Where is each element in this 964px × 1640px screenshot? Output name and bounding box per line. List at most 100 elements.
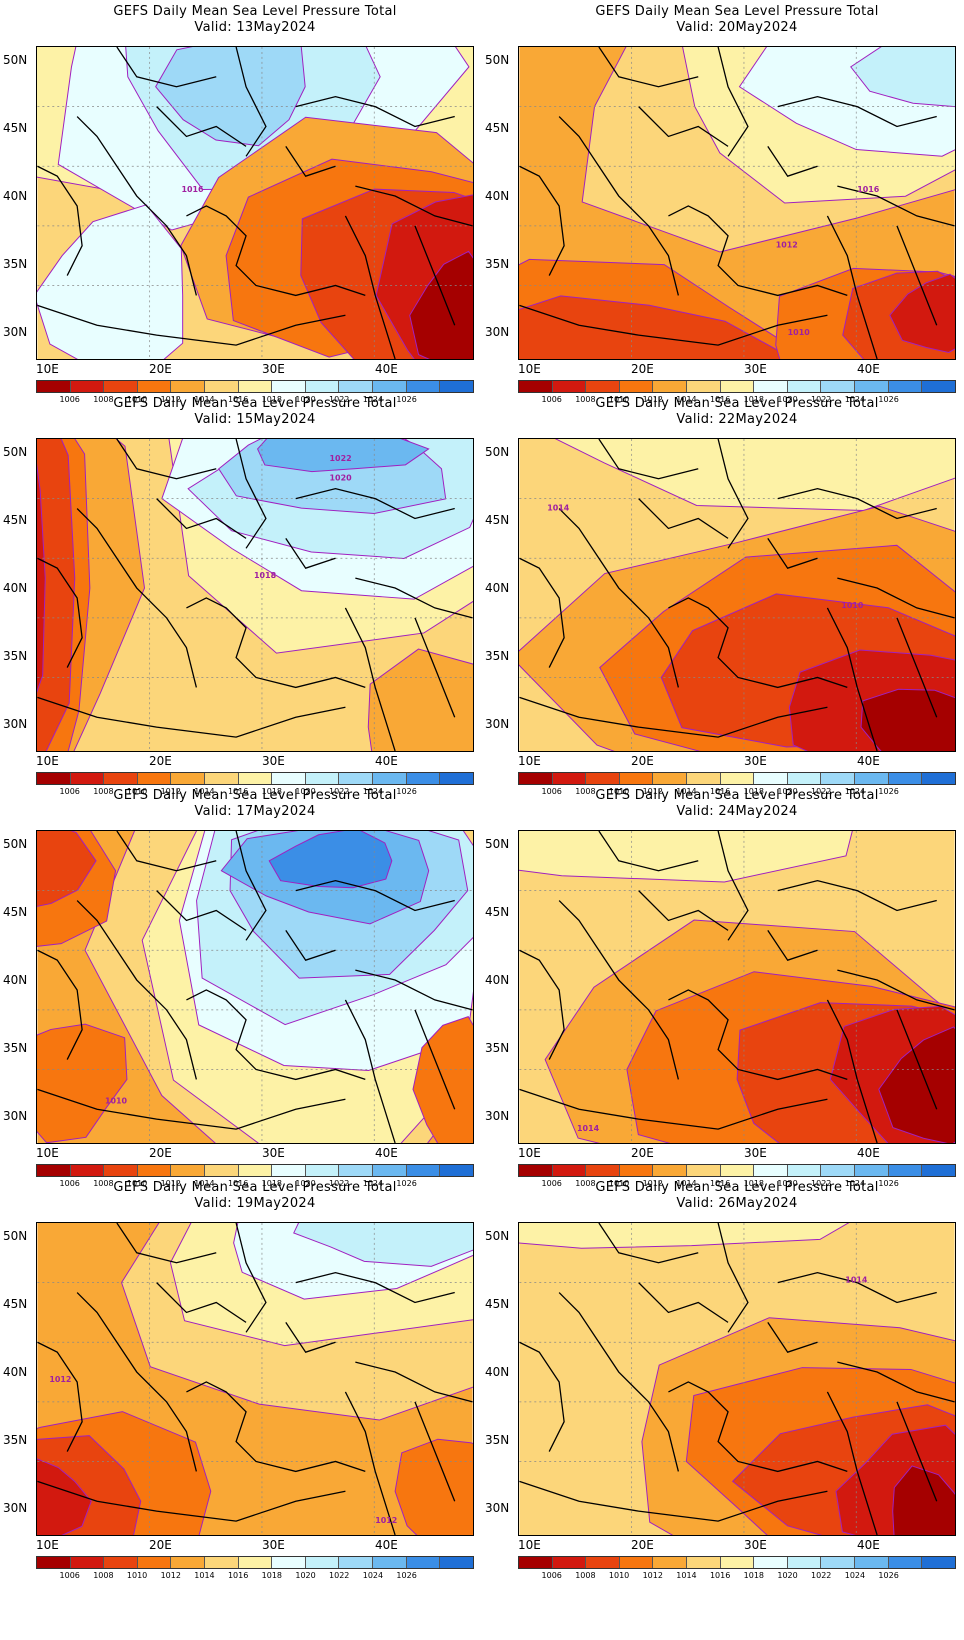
colorbar-swatch xyxy=(104,1557,138,1568)
coastline xyxy=(826,215,878,359)
colorbar-swatch xyxy=(922,1165,955,1176)
colorbar-swatch xyxy=(754,381,788,392)
coastline xyxy=(668,1381,848,1473)
colorbar-swatch xyxy=(373,773,407,784)
colorbar-level-label: 1006 xyxy=(59,1179,80,1188)
colorbar-swatch xyxy=(552,773,587,784)
colorbar-swatch xyxy=(922,381,955,392)
colorbar-swatch xyxy=(888,1165,923,1176)
colorbar-swatch xyxy=(787,1557,822,1568)
map-panel: GEFS Daily Mean Sea Level Pressure Total… xyxy=(0,1176,482,1586)
colorbar-level-label: 1008 xyxy=(93,395,114,404)
colorbar-swatch xyxy=(37,1557,71,1568)
colorbar-level-label: 1022 xyxy=(811,1179,832,1188)
coastline xyxy=(777,488,937,520)
longitude-label: 30E xyxy=(744,754,767,768)
colorbar-swatch xyxy=(272,773,306,784)
colorbar-swatch xyxy=(586,381,620,392)
colorbar-swatch xyxy=(137,381,172,392)
panel-title-text: GEFS Daily Mean Sea Level Pressure Total xyxy=(595,788,879,803)
colorbar-level-label: 1026 xyxy=(878,787,899,796)
colorbar-swatch xyxy=(619,773,654,784)
colorbar-swatch xyxy=(171,1165,206,1176)
colorbar-level-label: 1012 xyxy=(160,395,181,404)
colorbar-swatch xyxy=(519,1557,553,1568)
colorbar-swatch xyxy=(653,773,688,784)
latitude-label: 45N xyxy=(485,905,510,919)
pressure-contour-region xyxy=(860,688,955,751)
pressure-map: 1022 1020 1018 xyxy=(36,438,474,752)
colorbar-swatch xyxy=(687,1165,721,1176)
colorbar-level-label: 1012 xyxy=(642,1179,663,1188)
colorbar-swatch xyxy=(440,1557,473,1568)
coastline xyxy=(519,1341,565,1452)
contour-label: 1010 xyxy=(105,1096,128,1105)
colorbar-level-label: 1008 xyxy=(93,1179,114,1188)
coastline xyxy=(355,185,473,227)
colorbar-swatch xyxy=(339,1557,374,1568)
colorbar-level-label: 1026 xyxy=(878,395,899,404)
colorbar-level-label: 1008 xyxy=(93,787,114,796)
colorbar-level-label: 1012 xyxy=(642,787,663,796)
coastline xyxy=(837,1361,955,1403)
latitude-label: 45N xyxy=(3,121,28,135)
latitude-label: 45N xyxy=(3,513,28,527)
contour-label: 1014 xyxy=(547,504,570,513)
colorbar-swatch xyxy=(586,1557,620,1568)
pressure-map: 1010 xyxy=(36,830,474,1144)
colorbar-swatch xyxy=(70,1557,105,1568)
coastline xyxy=(638,1282,729,1323)
colorbar-level-label: 1026 xyxy=(396,1571,417,1580)
longitude-label: 20E xyxy=(149,362,172,376)
colorbar-level-label: 1012 xyxy=(160,1179,181,1188)
pressure-contour-region xyxy=(850,47,955,108)
colorbar-swatch xyxy=(171,773,206,784)
colorbar-level-label: 1024 xyxy=(362,787,384,796)
pressure-map: 1016 1012 1010 xyxy=(518,46,956,360)
colorbar xyxy=(518,380,956,393)
coastline xyxy=(414,1009,456,1110)
colorbar-swatch xyxy=(787,1165,822,1176)
colorbar-level-label: 1006 xyxy=(59,787,80,796)
colorbar-swatch xyxy=(37,1165,71,1176)
panel-valid-date: Valid: 24May2024 xyxy=(676,804,798,819)
colorbar-swatch xyxy=(552,381,587,392)
coastline xyxy=(414,225,456,326)
colorbar-swatch xyxy=(519,381,553,392)
colorbar-swatch xyxy=(305,773,340,784)
colorbar-level-label: 1020 xyxy=(295,395,316,404)
latitude-label: 35N xyxy=(485,1041,510,1055)
pressure-contour-region xyxy=(37,831,97,907)
longitude-label: 30E xyxy=(262,754,285,768)
longitude-label: 30E xyxy=(744,1538,767,1552)
coastline xyxy=(767,538,818,569)
coastline xyxy=(767,1322,818,1353)
coastline xyxy=(717,47,749,157)
longitude-label: 10E xyxy=(518,362,541,376)
colorbar-level-label: 1020 xyxy=(777,1571,798,1580)
latitude-label: 30N xyxy=(3,325,28,339)
colorbar-swatch xyxy=(406,1557,441,1568)
longitude-label: 30E xyxy=(744,362,767,376)
latitude-label: 50N xyxy=(485,445,510,459)
coastline xyxy=(295,96,455,128)
panel-title-text: GEFS Daily Mean Sea Level Pressure Total xyxy=(595,1180,879,1195)
coastline xyxy=(519,949,565,1060)
longitude-label: 40E xyxy=(375,754,398,768)
pressure-contour-region xyxy=(155,47,306,147)
latitude-label: 30N xyxy=(485,717,510,731)
longitude-label: 40E xyxy=(375,362,398,376)
colorbar-swatch xyxy=(104,773,138,784)
colorbar-swatch xyxy=(855,381,889,392)
colorbar-level-label: 1010 xyxy=(608,787,630,796)
contour-label: 1014 xyxy=(577,1124,600,1133)
colorbar-level-label: 1016 xyxy=(227,395,249,404)
coastline xyxy=(186,597,366,689)
colorbar-level-label: 1024 xyxy=(844,1571,866,1580)
latitude-label: 35N xyxy=(485,649,510,663)
colorbar-swatch xyxy=(171,1557,206,1568)
coastline xyxy=(777,1272,937,1304)
panel-title-text: GEFS Daily Mean Sea Level Pressure Total xyxy=(113,4,397,19)
coastline xyxy=(186,989,366,1081)
coastline xyxy=(519,557,565,668)
